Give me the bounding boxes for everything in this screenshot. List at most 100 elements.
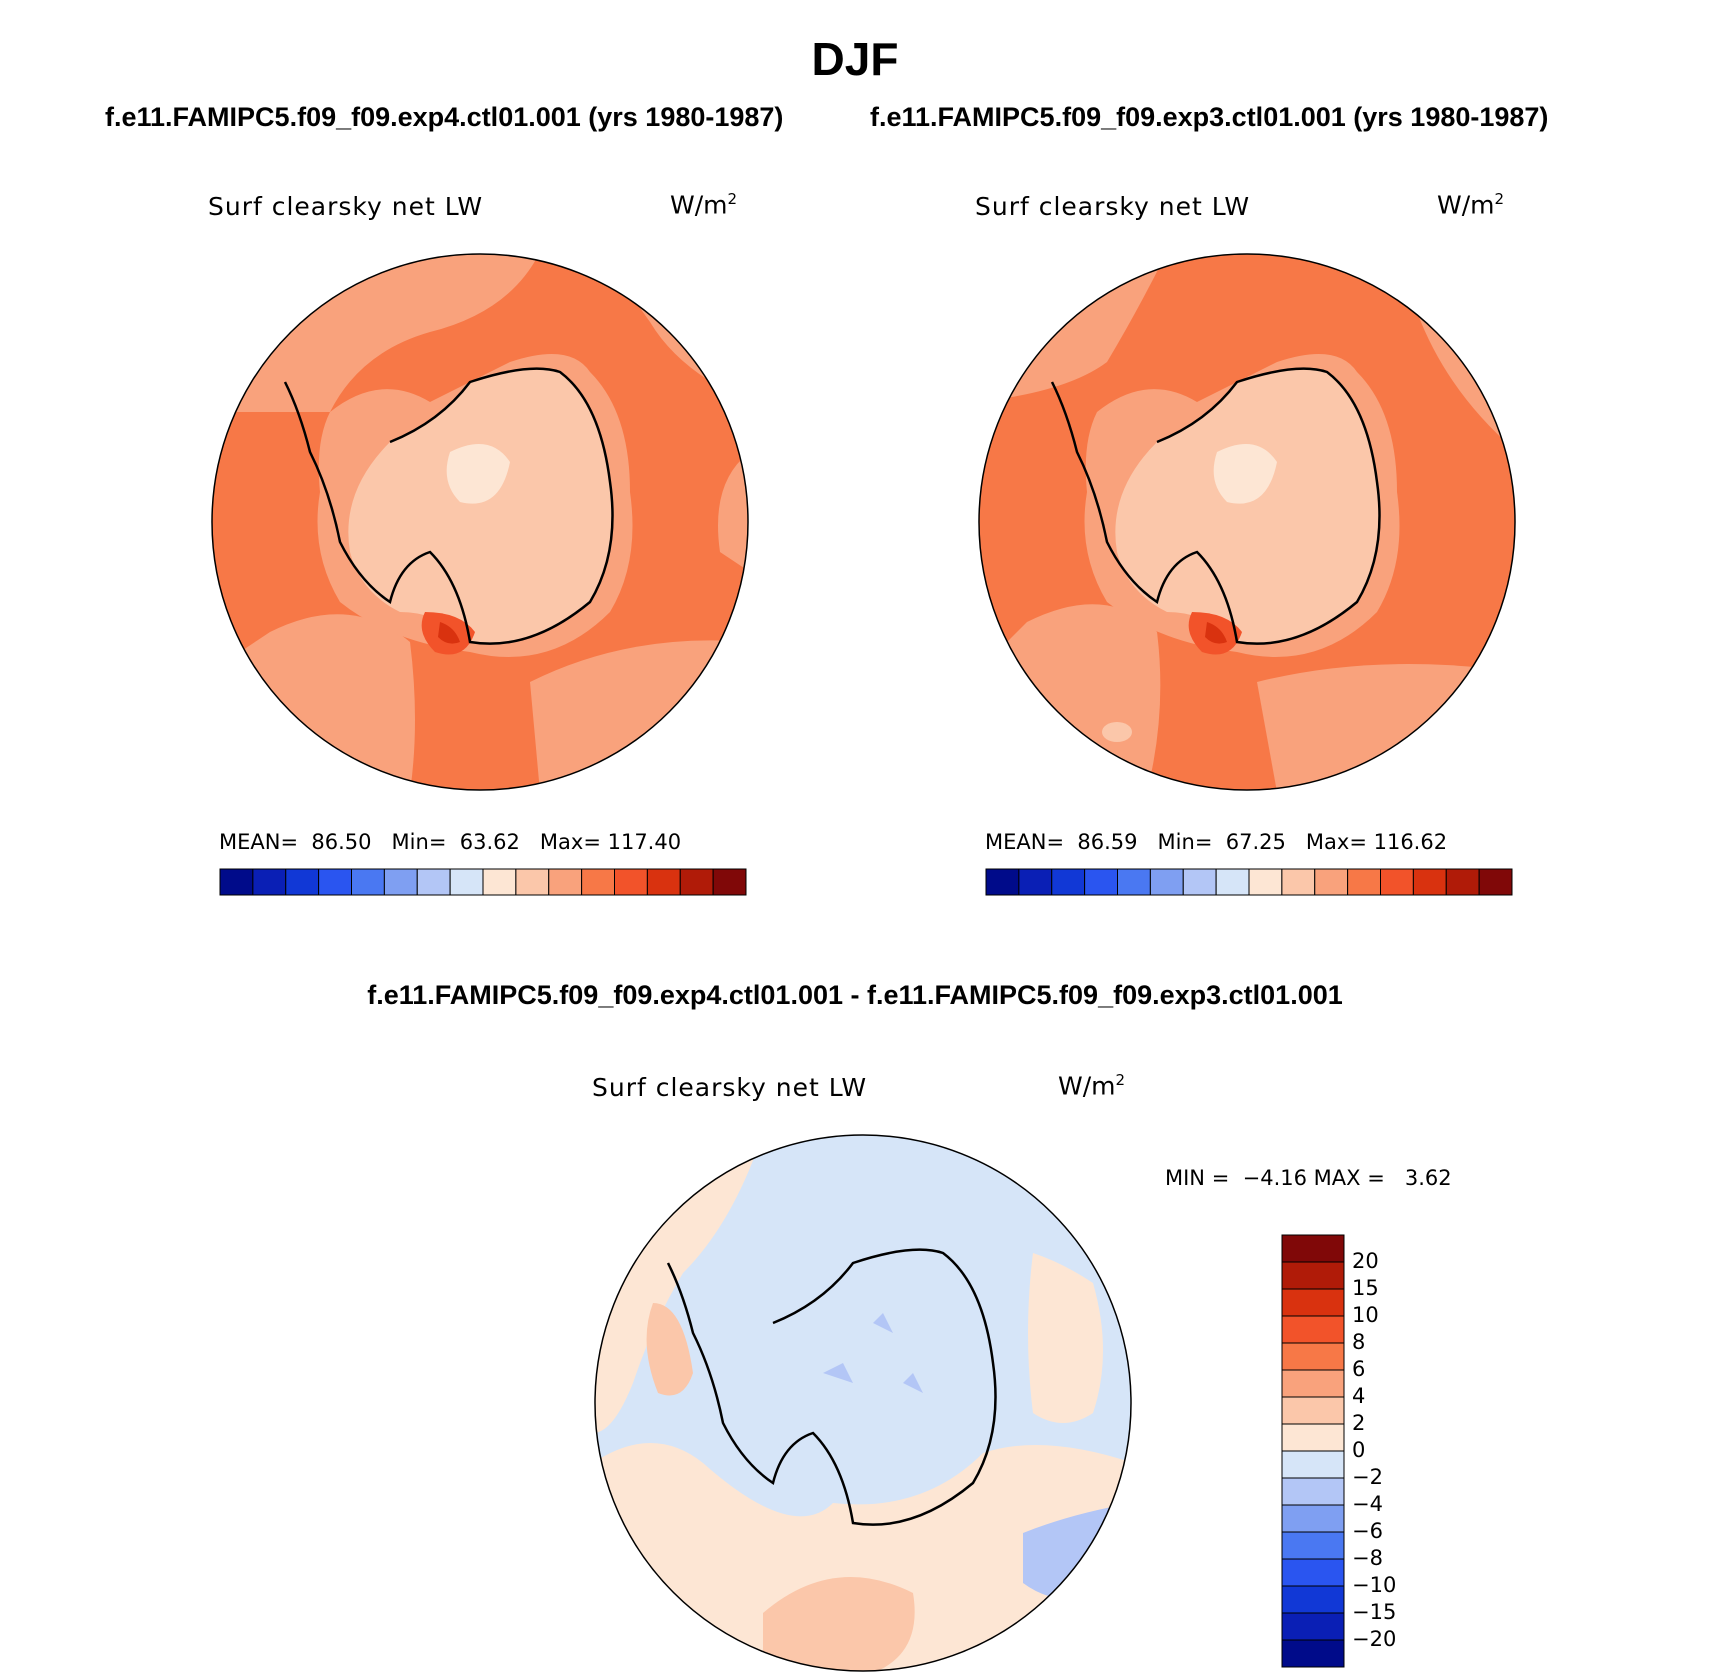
colorbar-swatch (416, 868, 451, 896)
colorbar-swatch (318, 868, 352, 896)
figure-title: DJF (811, 33, 899, 85)
region-pos2 (763, 1577, 915, 1671)
colorbar-tick-label: −2 (1352, 1465, 1383, 1489)
colorbar-swatch (1281, 1288, 1345, 1317)
colorbar-swatch (1149, 868, 1184, 896)
colorbar-swatch (1281, 1369, 1345, 1398)
panel3-stats: MIN = −4.16 MAX = 3.62 (1165, 1166, 1452, 1190)
colorbar-swatch (679, 868, 714, 896)
map-border (978, 253, 1516, 791)
colorbar-swatch (1281, 1531, 1345, 1560)
colorbar-swatch (581, 868, 615, 896)
coastline (283, 367, 614, 645)
colorbar-swatch (1248, 868, 1283, 896)
colorbar-swatch (1281, 1315, 1345, 1344)
interior-neg4 (823, 1313, 923, 1393)
colorbar-swatch (1281, 868, 1316, 896)
colorbar-tick-label: 8 (1352, 1330, 1366, 1354)
colorbar-swatch (285, 868, 320, 896)
colorbar-swatch (712, 868, 747, 896)
interior-high (1213, 444, 1277, 504)
panel1-map (211, 253, 749, 791)
colorbar-tick-label: 15 (1352, 1276, 1379, 1300)
colorbar-swatch (1314, 868, 1349, 896)
colorbar-swatch (1215, 868, 1250, 896)
panel3-colorbar (1281, 1234, 1345, 1668)
colorbar-swatch (449, 868, 484, 896)
panel3-colorbar-labels: 20 15 10 8 6 4 2 0 −2 −4 −6 −8 −10 −15 −20 (1352, 1235, 1432, 1667)
colorbar-swatch (1084, 868, 1118, 896)
region-90 (1257, 664, 1515, 790)
coastline (1050, 367, 1381, 645)
panel2-units: W/m2 (1437, 190, 1505, 220)
colorbar-swatch (1018, 868, 1053, 896)
coastline (666, 1248, 997, 1526)
colorbar-tick-label: 6 (1352, 1357, 1366, 1381)
colorbar-swatch (1281, 1261, 1345, 1290)
colorbar-tick-label: 2 (1352, 1411, 1366, 1435)
colorbar-swatch (985, 868, 1020, 896)
colorbar-swatch (252, 868, 287, 896)
colorbar-tick-label: −20 (1352, 1627, 1397, 1651)
colorbar-swatch (1281, 1342, 1345, 1371)
colorbar-swatch (1380, 868, 1414, 896)
panel1-variable: Surf clearsky net LW (208, 192, 484, 221)
colorbar-swatch (515, 868, 550, 896)
colorbar-swatch (1051, 868, 1086, 896)
colorbar-tick-label: −8 (1352, 1546, 1383, 1570)
panel2-colorbar (985, 868, 1513, 896)
colorbar-swatch (1281, 1585, 1345, 1614)
colorbar-tick-label: 4 (1352, 1384, 1366, 1408)
panel1-units: W/m2 (670, 190, 738, 220)
antarctica-interior (348, 368, 613, 644)
panel3-variable: Surf clearsky net LW (592, 1073, 868, 1102)
colorbar-swatch (1281, 1639, 1345, 1668)
panel1-colorbar-labels (220, 906, 746, 934)
case-left-title: f.e11.FAMIPC5.f09_f09.exp4.ctl01.001 (yr… (105, 102, 784, 132)
panel1-colorbar (219, 868, 747, 896)
region-90 (718, 452, 748, 572)
panel1-stats: MEAN= 86.50 Min= 63.62 Max= 117.40 (219, 830, 682, 854)
panel2-map (978, 253, 1516, 791)
case-right-title: f.e11.FAMIPC5.f09_f09.exp3.ctl01.001 (yr… (870, 102, 1549, 132)
colorbar-swatch (646, 868, 681, 896)
colorbar-swatch (1281, 1234, 1345, 1263)
diff-title: f.e11.FAMIPC5.f09_f09.exp4.ctl01.001 - f… (367, 980, 1343, 1010)
colorbar-tick-label: 0 (1352, 1438, 1366, 1462)
panel2-colorbar-labels (986, 906, 1512, 934)
colorbar-swatch (219, 868, 254, 896)
ross-sea-peak (1205, 622, 1227, 644)
panel2-stats: MEAN= 86.59 Min= 67.25 Max= 116.62 (985, 830, 1448, 854)
antarctica-interior (1115, 368, 1380, 644)
colorbar-swatch (1347, 868, 1381, 896)
colorbar-tick-label: 20 (1352, 1249, 1379, 1273)
colorbar-swatch (383, 868, 418, 896)
panel2-variable: Surf clearsky net LW (975, 192, 1251, 221)
region-pos2 (646, 1303, 693, 1396)
colorbar-swatch (1281, 1612, 1345, 1641)
colorbar-swatch (1281, 1423, 1345, 1452)
colorbar-tick-label: −15 (1352, 1600, 1397, 1624)
colorbar-swatch (482, 868, 517, 896)
region-pos0 (1028, 1253, 1103, 1423)
colorbar-tick-label: −4 (1352, 1492, 1383, 1516)
colorbar-swatch (614, 868, 648, 896)
panel3-units: W/m2 (1058, 1071, 1126, 1101)
panel3-map (594, 1134, 1132, 1672)
colorbar-swatch (351, 868, 385, 896)
colorbar-swatch (1281, 1558, 1345, 1587)
colorbar-swatch (1281, 1504, 1345, 1533)
region-pos0 (595, 1443, 1131, 1671)
colorbar-swatch (1478, 868, 1513, 896)
interior-high (446, 444, 510, 504)
region-80 (1102, 722, 1132, 742)
ross-sea-peak (438, 622, 460, 644)
colorbar-tick-label: 10 (1352, 1303, 1379, 1327)
colorbar-swatch (1182, 868, 1217, 896)
colorbar-swatch (1281, 1477, 1345, 1506)
colorbar-tick-label: −6 (1352, 1519, 1383, 1543)
colorbar-tick-label: −10 (1352, 1573, 1397, 1597)
colorbar-swatch (1117, 868, 1151, 896)
colorbar-swatch (1281, 1450, 1345, 1479)
colorbar-swatch (1445, 868, 1480, 896)
